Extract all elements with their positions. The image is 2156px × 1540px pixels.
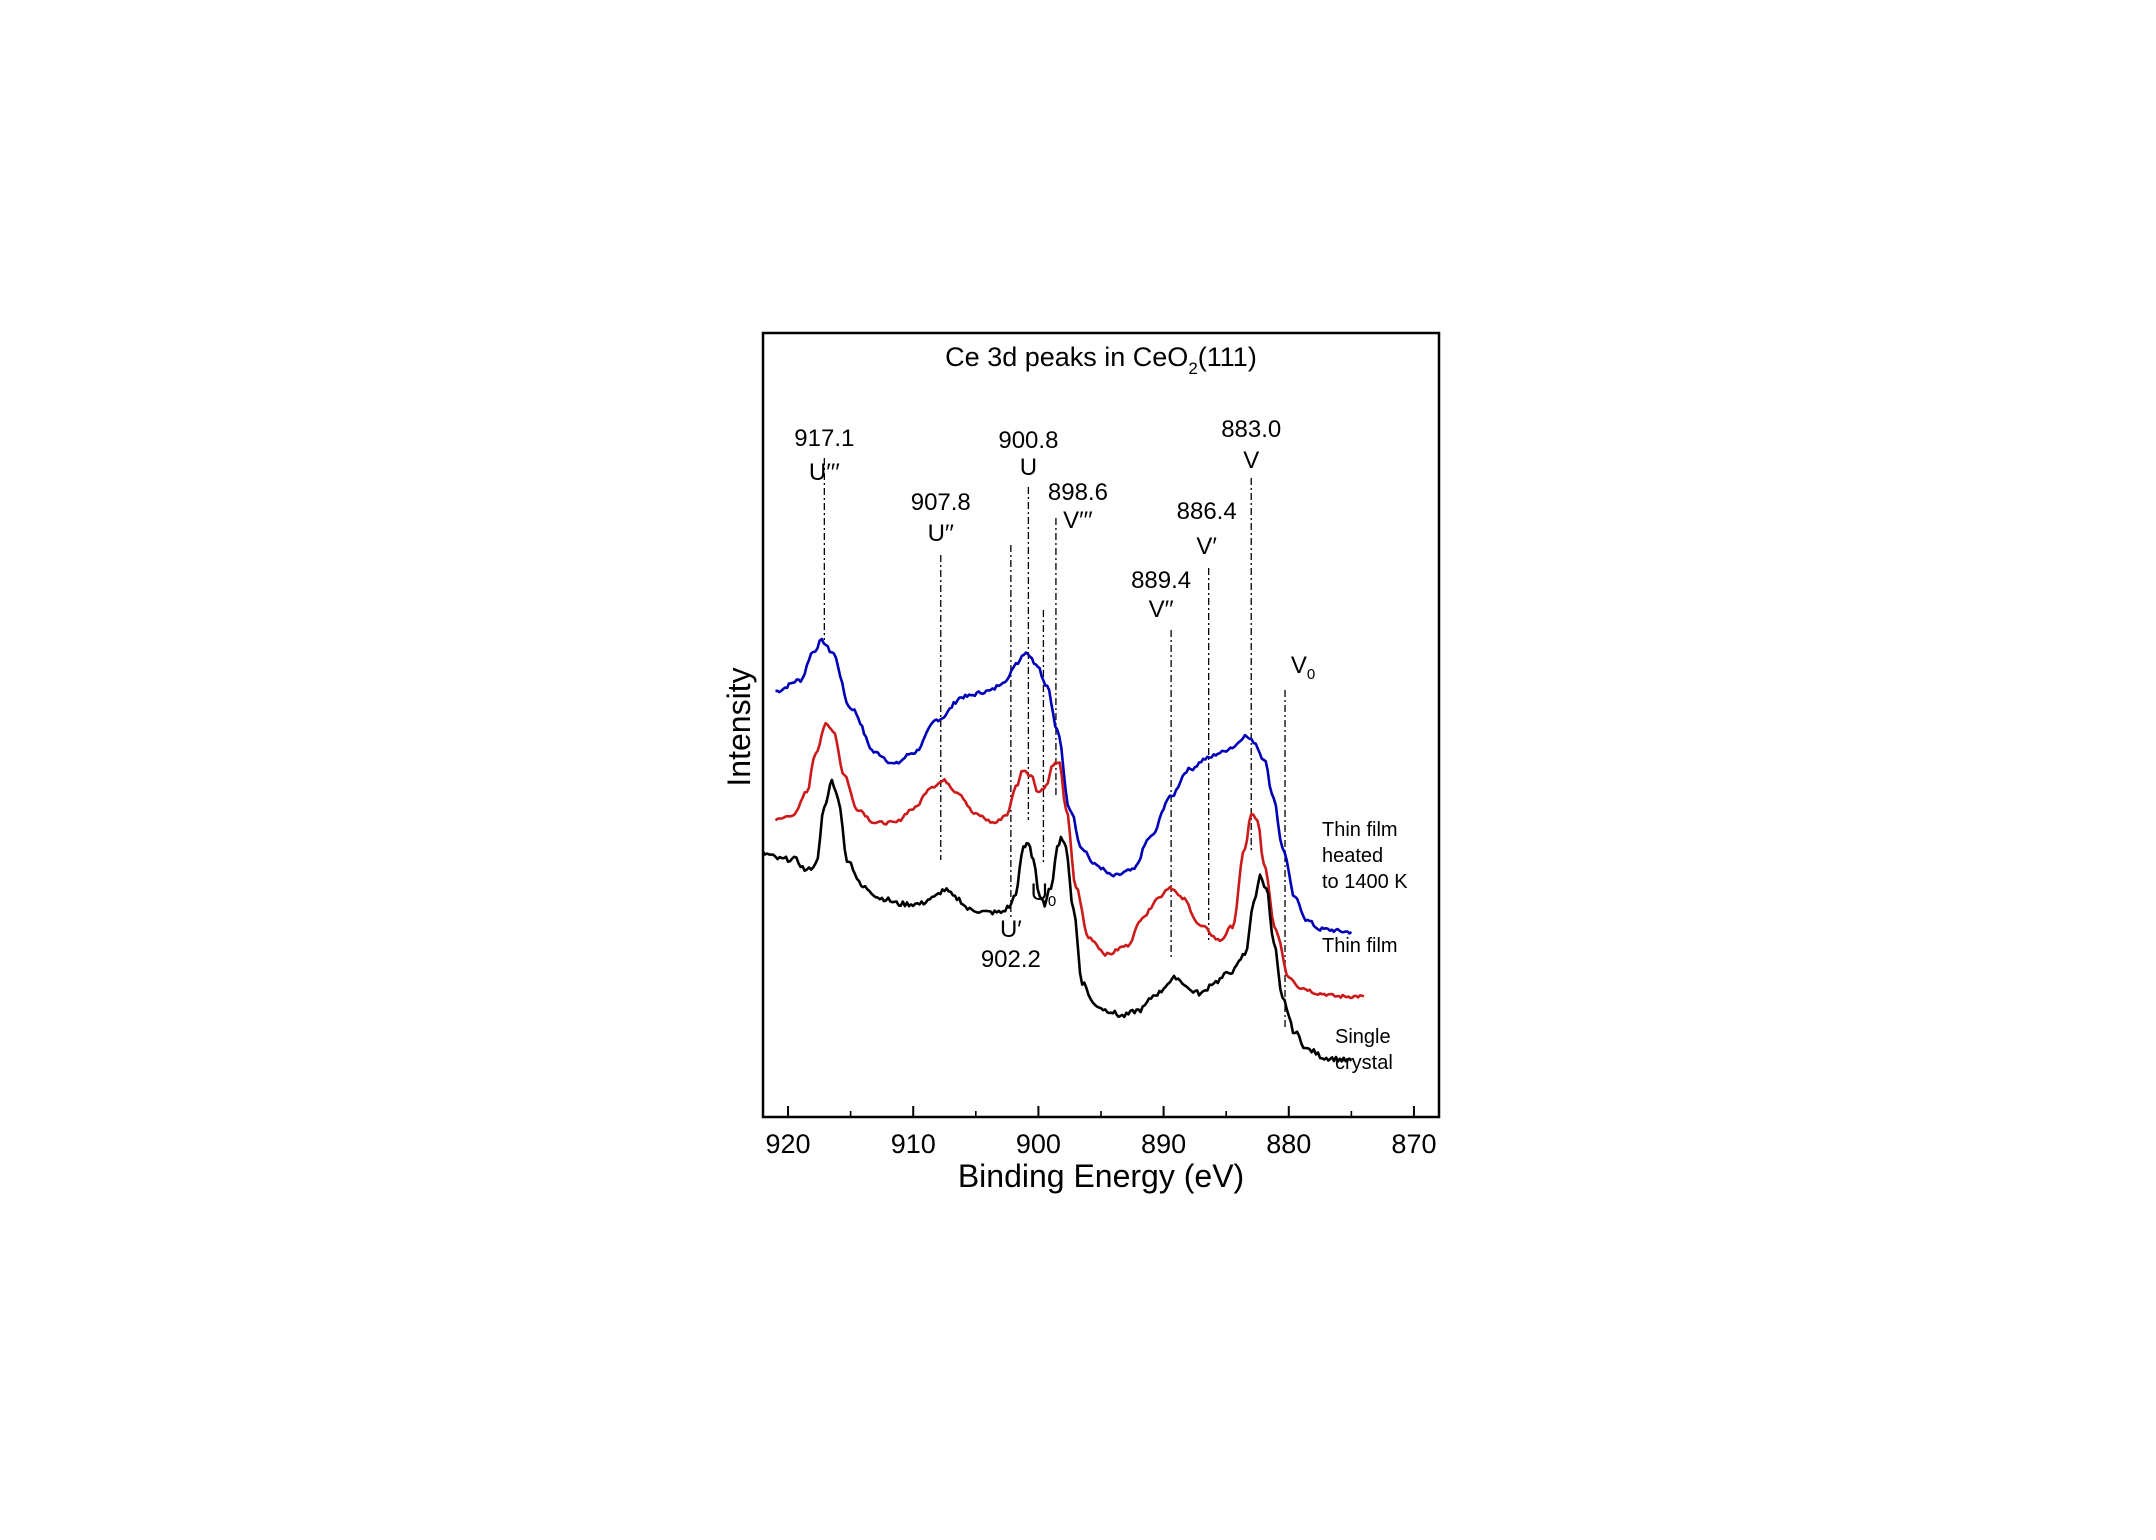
peak-symbol-label: V′′′: [1063, 507, 1093, 534]
series-line: [761, 778, 1353, 1063]
chart-title: Ce 3d peaks in CeO2(111): [945, 342, 1257, 378]
x-tick-label: 880: [1266, 1129, 1311, 1159]
peak-symbol-label: U′′′: [809, 459, 840, 486]
series-line: [775, 637, 1353, 935]
peak-energy-label: 883.0: [1221, 416, 1281, 443]
peak-energy-label: 917.1: [794, 425, 854, 452]
peak-symbol-label: V: [1243, 447, 1259, 474]
series-labels: Thin film heated to 1400 K Thin film Single c…: [1322, 819, 1408, 1074]
x-tick-label: 890: [1141, 1129, 1186, 1159]
x-axis-title: Binding Energy (eV): [958, 1158, 1244, 1194]
x-tick-label: 870: [1391, 1129, 1436, 1159]
series-layer: [761, 637, 1365, 1063]
series-line: [774, 721, 1365, 1000]
series-label: Single crystal: [1335, 1026, 1393, 1074]
peak-symbol-label: V′′: [1149, 596, 1175, 623]
peak-symbol-label: V0: [1291, 652, 1315, 683]
plot-frame: [761, 331, 1441, 1119]
peak-energy-label: 886.4: [1177, 498, 1237, 525]
series-label: Thin film heated to 1400 K: [1322, 819, 1408, 893]
x-tick-label: 910: [891, 1129, 936, 1159]
peak-energy-label: 900.8: [998, 427, 1058, 454]
peak-symbol-label: U′′: [928, 520, 955, 547]
peak-energy-label: 902.2: [981, 946, 1041, 973]
x-tick-label: 920: [766, 1129, 811, 1159]
peak-symbol-label: V′: [1196, 533, 1217, 560]
y-axis-title: Intensity: [721, 667, 757, 786]
x-tick-label: 900: [1016, 1129, 1061, 1159]
series-label: Thin film: [1322, 935, 1398, 957]
x-axis: 920 910 900 890 880 870: [766, 1106, 1436, 1159]
peak-symbol-label: U0: [1031, 879, 1057, 910]
peak-symbol-label: U′: [1000, 916, 1022, 943]
peak-energy-label: 907.8: [911, 489, 971, 516]
peak-symbol-label: U: [1020, 454, 1037, 481]
peak-annotations: 917.1 U′′′ 907.8 U′′ 900.8U 898.6V′′′ 889.4V′′…: [794, 416, 1315, 973]
peak-energy-label: 889.4: [1131, 567, 1191, 594]
peak-energy-label: 898.6: [1048, 479, 1108, 506]
